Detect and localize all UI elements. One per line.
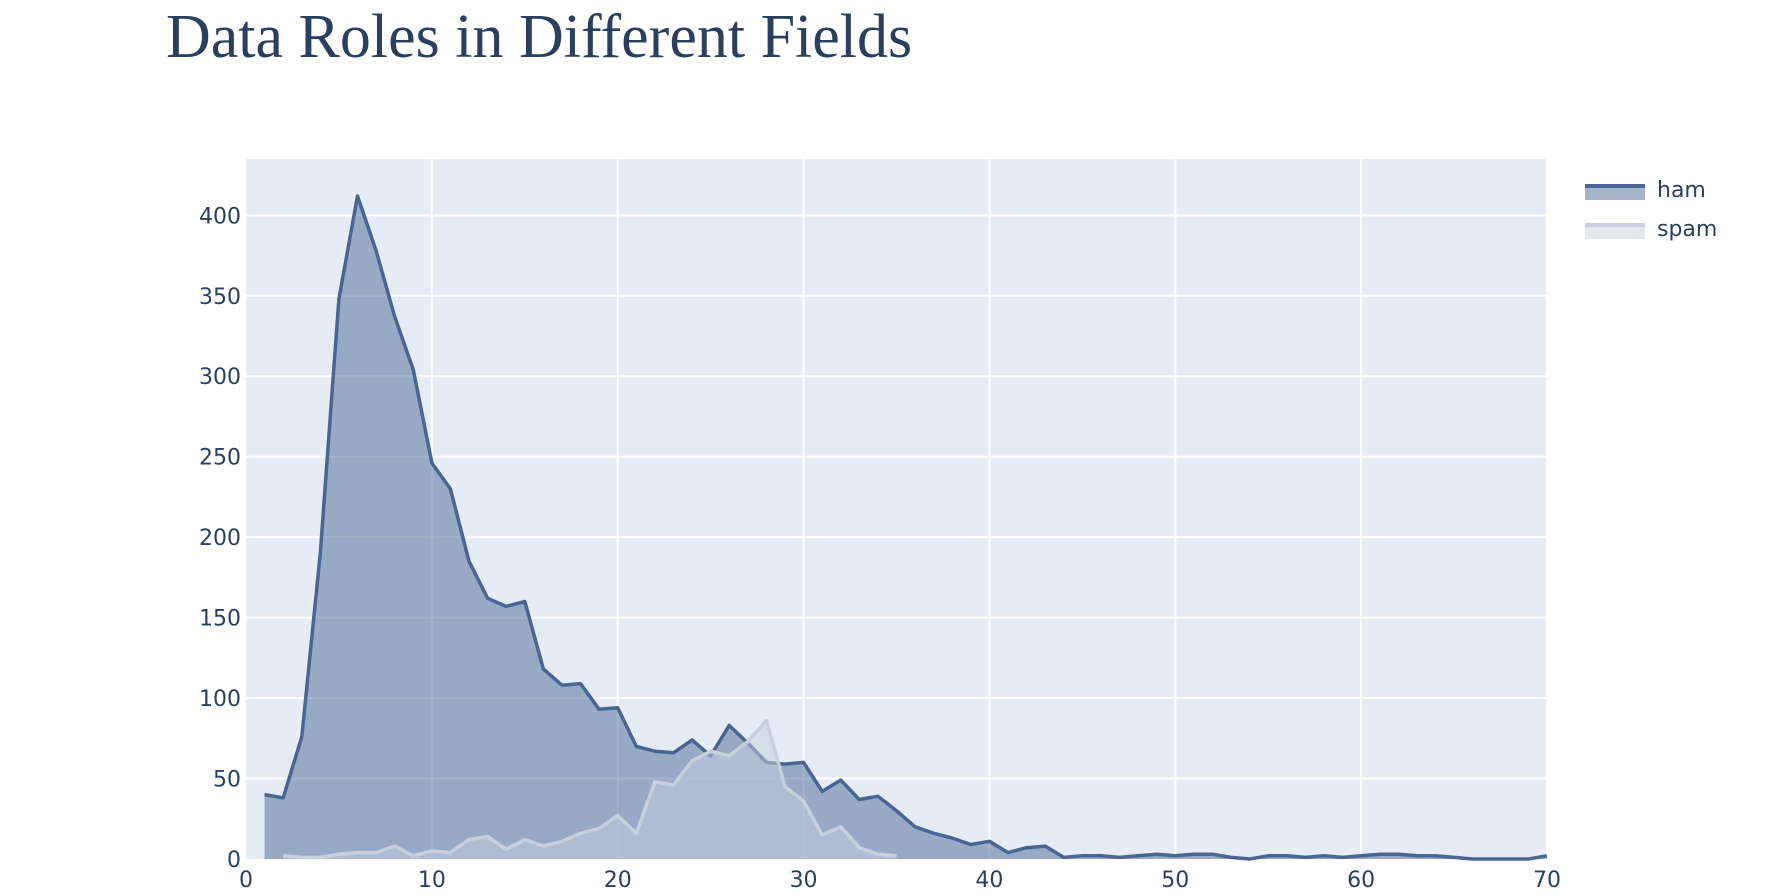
chart-title: Data Roles in Different Fields [166, 3, 913, 71]
y-tick-label: 200 [199, 526, 241, 551]
x-tick-label: 30 [790, 868, 818, 893]
x-tick-label: 50 [1161, 868, 1189, 893]
legend-swatch-fill [1585, 186, 1645, 200]
y-tick-label: 100 [199, 687, 241, 712]
y-tick-label: 250 [199, 446, 241, 471]
legend-item-ham[interactable]: ham [1585, 178, 1706, 203]
legend-label: ham [1657, 178, 1706, 203]
y-tick-label: 0 [227, 848, 241, 873]
x-tick-label: 40 [975, 868, 1003, 893]
series-area-ham [264, 196, 1548, 859]
x-tick-label: 70 [1533, 868, 1561, 893]
y-tick-label: 350 [199, 285, 241, 310]
y-tick-label: 50 [213, 768, 241, 793]
series-spam [283, 718, 897, 860]
x-tick-label: 0 [239, 868, 253, 893]
series-line-spam [283, 718, 897, 860]
legend-label: spam [1657, 217, 1717, 242]
series-areas [264, 194, 1548, 861]
legend-item-spam[interactable]: spam [1585, 217, 1717, 242]
x-tick-label: 20 [604, 868, 632, 893]
axis-tick-labels: 0 10 20 30 40 50 60 70 0 50 100 150 200 250 300 350 400 [199, 204, 1561, 893]
legend-swatch-fill [1585, 225, 1645, 239]
legend: ham spam [1585, 178, 1717, 242]
y-tick-label: 300 [199, 365, 241, 390]
series-line-ham [264, 194, 1548, 861]
grid-lines [246, 159, 1548, 859]
series-ham [264, 194, 1548, 861]
x-tick-label: 10 [418, 868, 446, 893]
y-tick-label: 400 [199, 204, 241, 229]
x-tick-label: 60 [1347, 868, 1375, 893]
y-tick-label: 150 [199, 607, 241, 632]
series-area-spam [283, 720, 897, 859]
